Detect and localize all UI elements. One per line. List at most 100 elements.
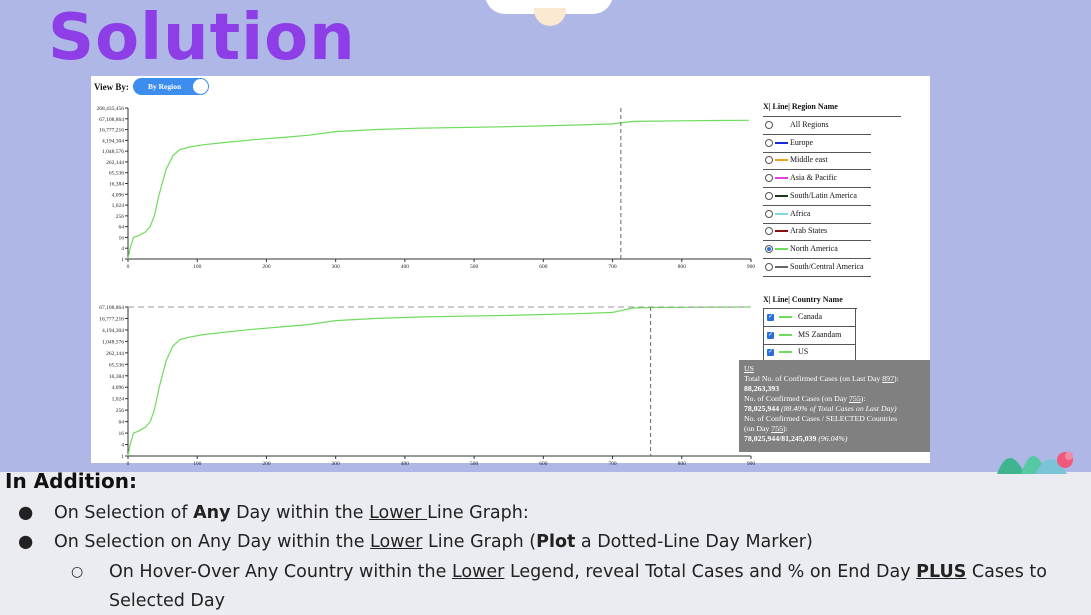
bullet-underline: Lower (369, 503, 428, 523)
x-tick-label: 900 (747, 461, 756, 467)
region-legend-item[interactable]: North America (763, 241, 871, 259)
tooltip-line4-end: ): (783, 424, 788, 433)
region-legend-item[interactable]: South/Central America (763, 259, 871, 277)
region-radio[interactable] (765, 191, 773, 200)
legend-swatch (775, 177, 788, 180)
legend-divider (763, 308, 764, 362)
decorative-half-circle (485, 0, 613, 14)
bullet-dot: ● (18, 532, 34, 552)
y-tick-label: 67,108,864 (99, 117, 124, 123)
x-tick-label: 600 (539, 264, 548, 270)
legend-label: Europe (790, 137, 814, 147)
tooltip-line3: No. of Confirmed Cases / SELECTED Countr… (744, 414, 898, 423)
decorative-plant-icon (997, 452, 1073, 474)
region-legend-item[interactable]: Asia & Pacific (763, 170, 871, 189)
x-tick-label: 800 (678, 264, 687, 270)
legend-label: All Regions (790, 120, 829, 129)
region-legend-item[interactable]: Europe (763, 135, 871, 153)
country-legend-item[interactable]: ✓ MS Zaandam (763, 327, 855, 345)
bullet-underline: Lower (370, 532, 423, 552)
dashboard-panel: View By: By Region 0 100 200 300 400 500 600 70… (91, 76, 930, 467)
x-tick-label: 300 (332, 461, 341, 467)
country-legend: X| Line| Country Name ✓ Canada ✓ MS Zaandam… (763, 295, 903, 365)
legend-label: South/Latin America (790, 190, 857, 200)
y-tick-label: 16,384 (109, 182, 124, 188)
region-legend: X| Line| Region Name All Regions Europe Mi… (763, 102, 903, 282)
bullet-text: Line Graph ( (422, 532, 537, 552)
region-legend-item[interactable]: Africa (763, 206, 871, 224)
tooltip-day-cases: 78,025,944 (744, 404, 780, 413)
view-by-label: View By: (94, 82, 129, 92)
slide-title: Solution (48, 1, 356, 75)
tooltip-line1-end: ): (893, 374, 899, 383)
region-legend-item[interactable]: Arab States (763, 223, 871, 242)
region-radio[interactable] (765, 209, 773, 218)
tooltip-day-pct: (88.40% of Total Cases on Last Day) (781, 404, 897, 413)
legend-label: Arab States (790, 226, 828, 236)
legend-swatch (775, 159, 788, 162)
bullet-text: On Hover-Over Any Country within the (109, 562, 452, 582)
country-checkbox[interactable]: ✓ (767, 349, 774, 356)
region-radio[interactable] (765, 227, 773, 236)
region-legend-item[interactable]: South/Latin America (763, 188, 871, 206)
y-tick-label: 16,777,216 (99, 128, 124, 134)
bullet-3: ○ On Hover-Over Any Country within the Lo… (71, 562, 1047, 582)
bullet-dot: ● (18, 503, 34, 523)
y-tick-label: 1 (121, 454, 124, 460)
legend-label: US (798, 347, 809, 356)
x-tick-label: 900 (747, 264, 756, 270)
y-tick-label: 64 (119, 225, 125, 231)
tooltip-day: 755 (849, 394, 861, 403)
region-radio[interactable] (765, 121, 773, 129)
tooltip-line2: No. of Confirmed Cases (on Day (744, 394, 850, 403)
x-tick-label: 100 (193, 461, 202, 467)
toggle-knob[interactable] (193, 79, 208, 94)
tooltip-last-day: 897 (882, 374, 894, 383)
y-tick-label: 262,144 (106, 160, 124, 166)
region-radio[interactable] (765, 262, 773, 271)
legend-label: South/Central America (790, 261, 864, 271)
lower-line-chart[interactable]: 0 100 200 300 400 500 600 700 800 900 1 4 16 64 256 1,0… (91, 298, 761, 468)
x-tick-label: 200 (262, 264, 271, 270)
country-hover-tooltip: US Total No. of Confirmed Cases (on Last… (739, 360, 930, 452)
x-tick-label: 400 (401, 264, 410, 270)
country-checkbox[interactable]: ✓ (767, 314, 774, 321)
view-by-toggle[interactable]: By Region (133, 78, 209, 95)
bullet-text: a Dotted-Line Day Marker) (575, 532, 813, 552)
bullet-3-continuation: Selected Day (109, 591, 225, 611)
region-radio[interactable] (765, 174, 773, 183)
y-tick-label: 16,384 (109, 374, 124, 380)
bullet-underline: Lower (451, 562, 505, 582)
region-legend-item[interactable]: All Regions (763, 117, 871, 135)
country-legend-title: X| Line| Country Name (763, 295, 843, 304)
bullet-bold-underline: PLUS (916, 562, 967, 582)
bullet-text: Cases to (966, 562, 1047, 582)
x-tick-label: 100 (193, 264, 202, 270)
legend-label: Canada (798, 312, 822, 321)
bullet-bold: Any (193, 503, 231, 523)
tooltip-day-2: 755 (771, 424, 783, 433)
series-line (127, 119, 749, 260)
x-tick-label: 0 (127, 264, 130, 270)
legend-swatch (775, 230, 788, 233)
region-radio[interactable] (765, 138, 773, 147)
legend-divider (763, 116, 901, 117)
region-radio[interactable] (765, 156, 773, 165)
legend-label: Middle east (790, 155, 828, 165)
legend-label: MS Zaandam (798, 329, 842, 339)
country-checkbox[interactable]: ✓ (767, 331, 774, 339)
tooltip-ratio: 78,025,944/81,245,039 (744, 434, 817, 443)
region-radio[interactable] (765, 244, 773, 253)
country-legend-item[interactable]: ✓ Canada (763, 309, 855, 327)
legend-swatch (779, 351, 792, 353)
x-tick-label: 200 (262, 461, 271, 467)
bullet-text: Day within the (230, 503, 370, 523)
region-legend-item[interactable]: Middle east (763, 152, 871, 171)
toggle-label: By Region (148, 82, 182, 91)
x-tick-label: 500 (470, 461, 479, 467)
upper-line-chart[interactable]: 0 100 200 300 400 500 600 700 800 900 1 4 16 64 256 1,0… (91, 100, 761, 300)
y-tick-label: 67,108,864 (99, 305, 124, 311)
bullet-text: Legend, reveal Total Cases and % on End … (504, 562, 917, 582)
y-tick-label: 16 (119, 431, 125, 437)
y-tick-label: 64 (119, 420, 125, 426)
